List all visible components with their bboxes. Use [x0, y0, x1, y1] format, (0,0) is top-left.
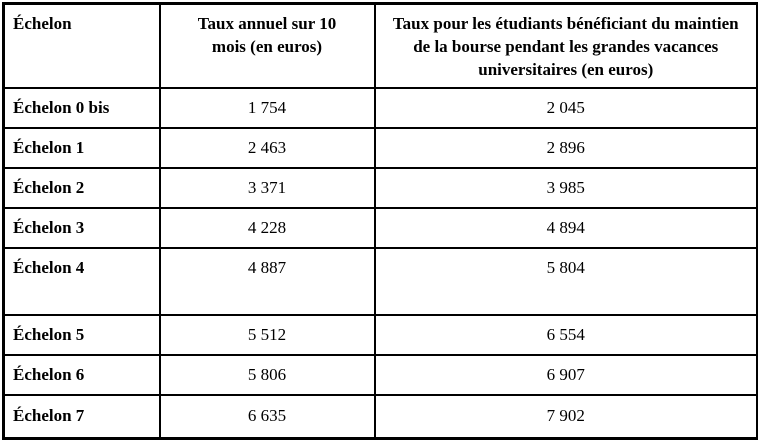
table-header: Échelon Taux annuel sur 10 mois (en euro… — [2, 2, 758, 89]
column-header-annual-rate: Taux annuel sur 10 mois (en euros) — [158, 2, 376, 89]
echelon-label: Échelon 6 — [2, 353, 161, 396]
echelon-label: Échelon 4 — [2, 246, 161, 316]
table-row: Échelon 3 4 228 4 894 — [2, 206, 758, 249]
annual-rate-value: 5 806 — [158, 353, 376, 396]
annual-rate-value: 5 512 — [158, 313, 376, 356]
table-row: Échelon 4 4 887 5 804 — [2, 246, 758, 316]
vacation-rate-value: 7 902 — [373, 393, 758, 440]
table-row: Échelon 7 6 635 7 902 — [2, 393, 758, 440]
echelon-label: Échelon 2 — [2, 166, 161, 209]
table-row: Échelon 0 bis 1 754 2 045 — [2, 86, 758, 129]
column-header-echelon: Échelon — [2, 2, 161, 89]
vacation-rate-value: 2 045 — [373, 86, 758, 129]
annual-rate-value: 1 754 — [158, 86, 376, 129]
echelon-label: Échelon 1 — [2, 126, 161, 169]
column-header-vacation-rate: Taux pour les étudiants bénéficiant du m… — [373, 2, 758, 89]
echelon-label: Échelon 0 bis — [2, 86, 161, 129]
annual-rate-value: 4 228 — [158, 206, 376, 249]
annual-rate-value: 4 887 — [158, 246, 376, 316]
vacation-rate-value: 3 985 — [373, 166, 758, 209]
vacation-rate-value: 2 896 — [373, 126, 758, 169]
vacation-rate-value: 6 554 — [373, 313, 758, 356]
vacation-rate-value: 5 804 — [373, 246, 758, 316]
echelon-label: Échelon 3 — [2, 206, 161, 249]
vacation-rate-value: 4 894 — [373, 206, 758, 249]
echelon-label: Échelon 7 — [2, 393, 161, 440]
table-row: Échelon 5 5 512 6 554 — [2, 313, 758, 356]
table-row: Échelon 6 5 806 6 907 — [2, 353, 758, 396]
annual-rate-value: 6 635 — [158, 393, 376, 440]
table-row: Échelon 1 2 463 2 896 — [2, 126, 758, 169]
header-row: Échelon Taux annuel sur 10 mois (en euro… — [2, 2, 758, 89]
annual-rate-value: 2 463 — [158, 126, 376, 169]
table-body: Échelon 0 bis 1 754 2 045 Échelon 1 2 46… — [2, 86, 758, 440]
table-row: Échelon 2 3 371 3 985 — [2, 166, 758, 209]
echelon-label: Échelon 5 — [2, 313, 161, 356]
annual-rate-value: 3 371 — [158, 166, 376, 209]
vacation-rate-value: 6 907 — [373, 353, 758, 396]
